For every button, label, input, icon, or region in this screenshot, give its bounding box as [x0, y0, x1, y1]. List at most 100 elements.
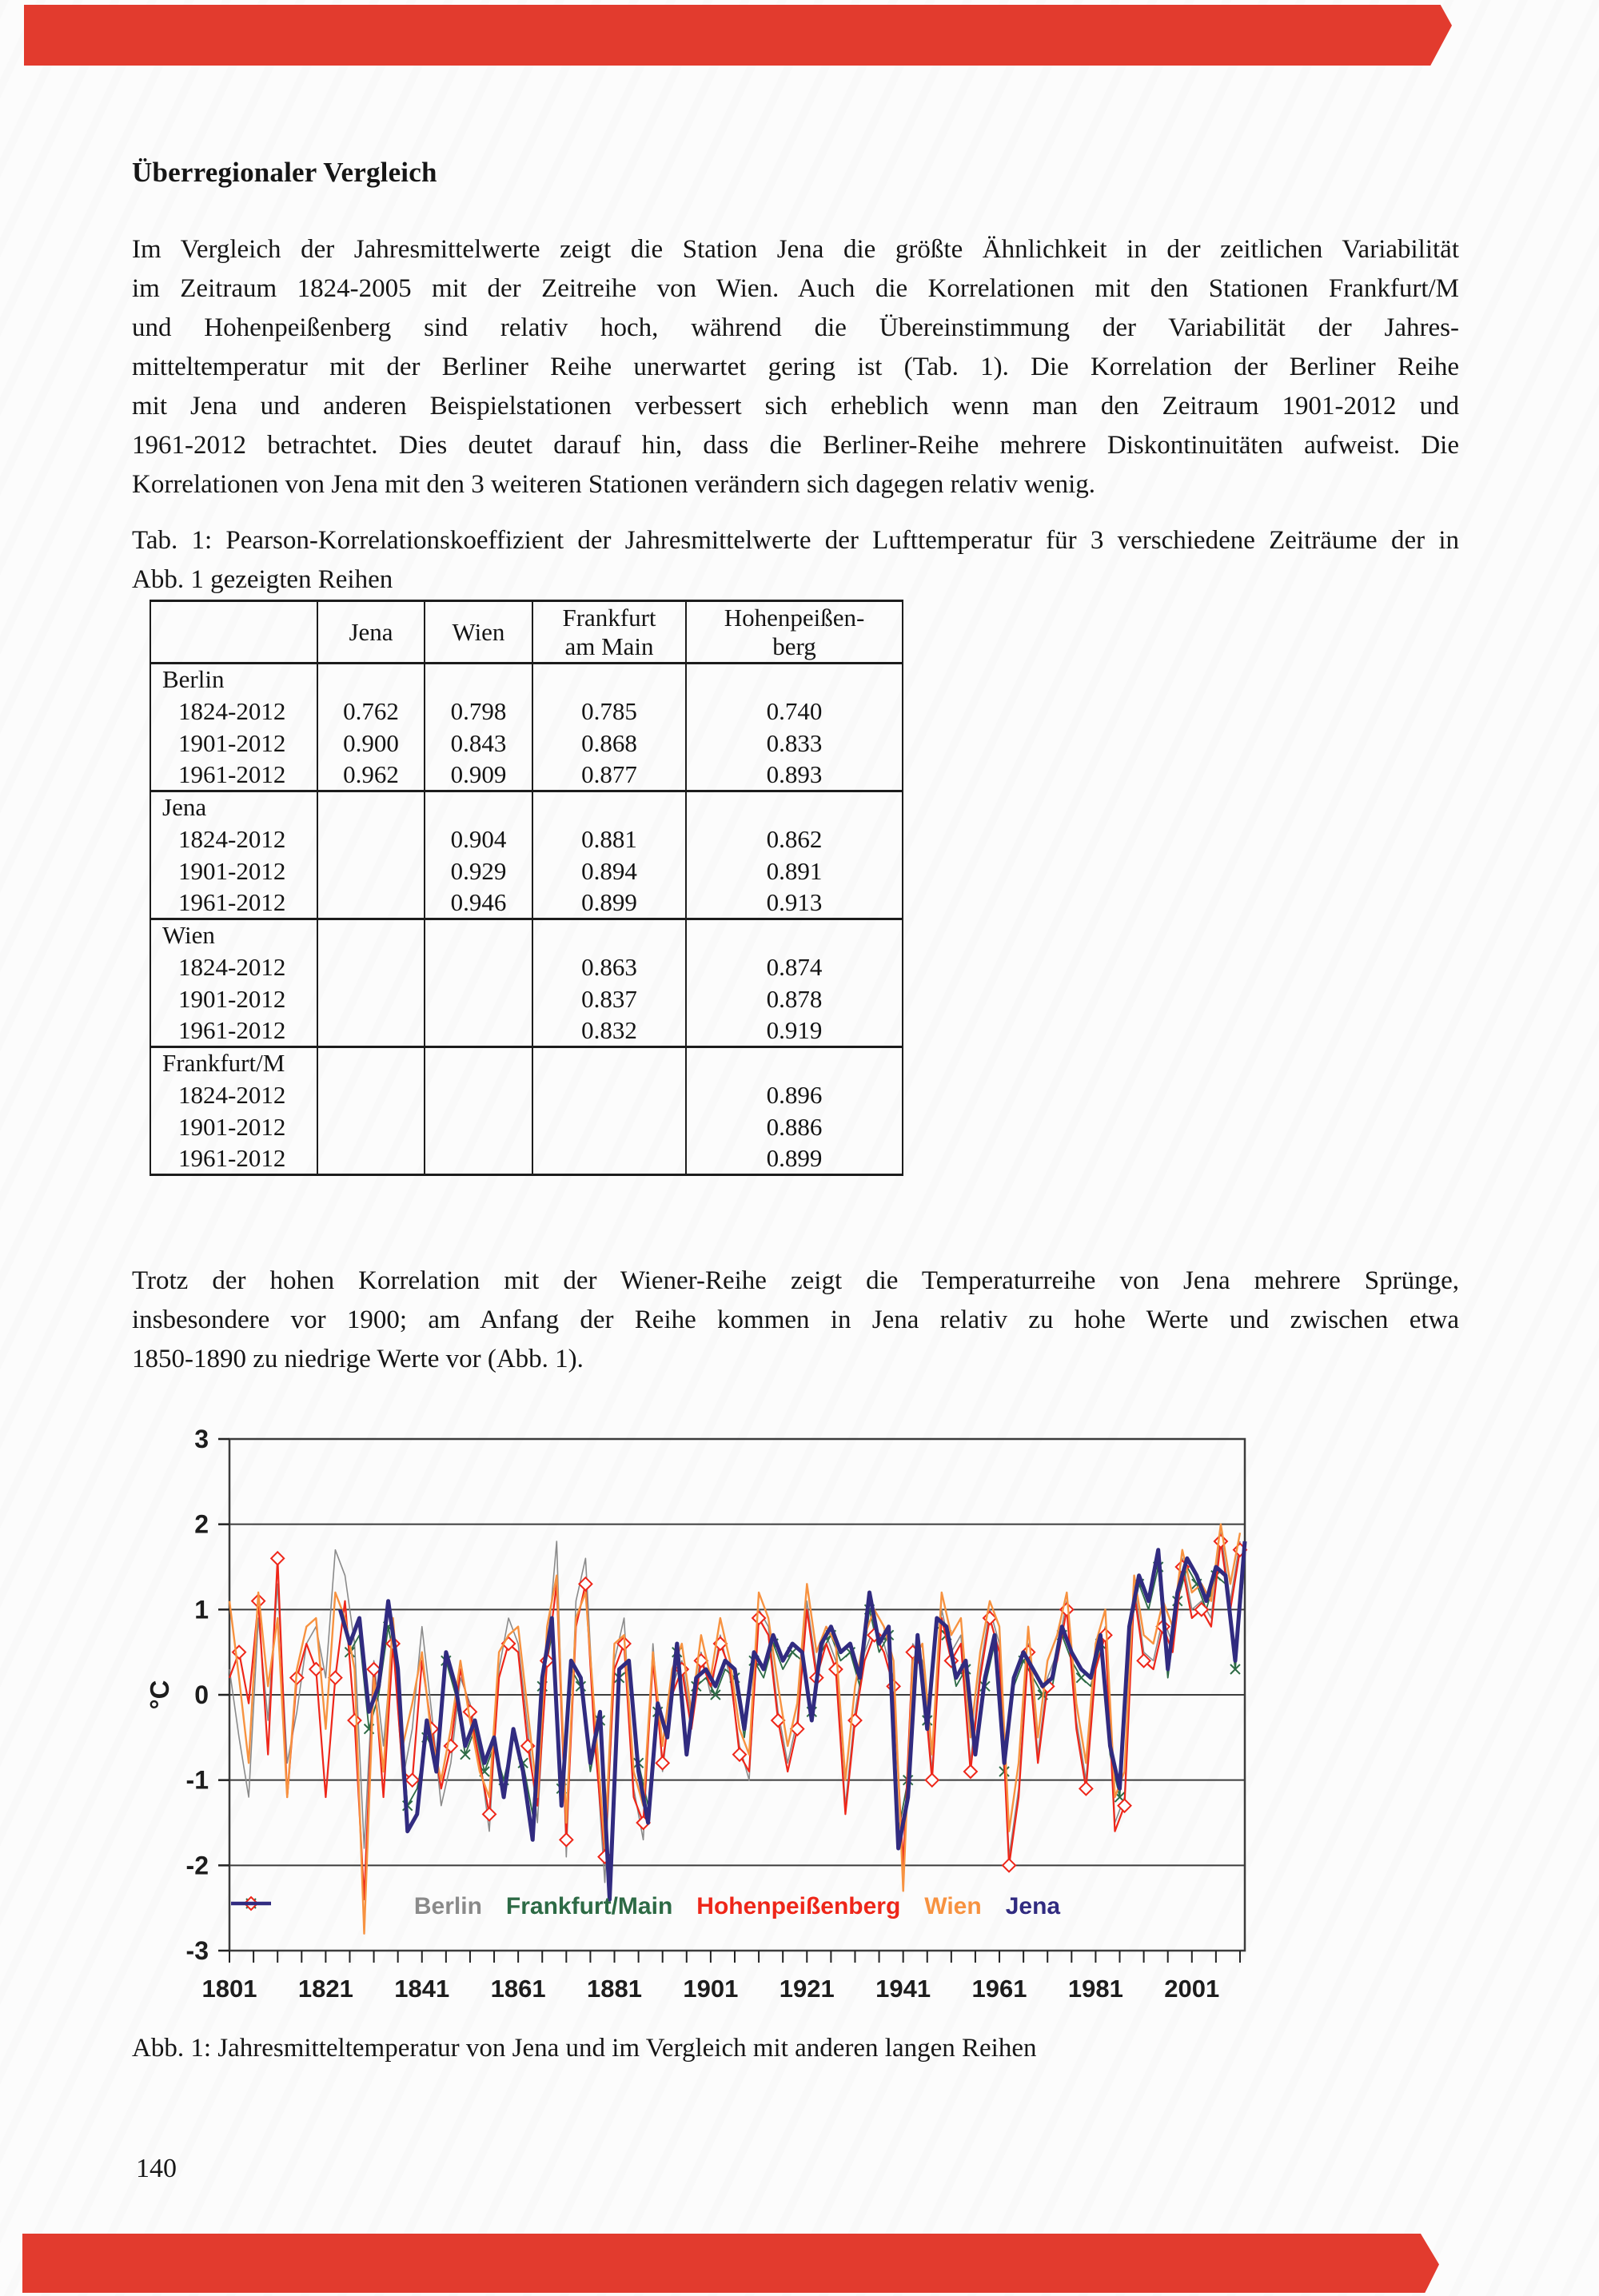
x-marker	[710, 1689, 721, 1700]
text-line: Trotz der hohen Korrelation mit der Wien…	[132, 1266, 1459, 1295]
value-cell: 0.798	[424, 695, 533, 727]
value-cell	[532, 1078, 687, 1111]
table-row: 1961-2012 0.832 0.919	[150, 1014, 903, 1047]
diamond-marker	[558, 1832, 574, 1848]
x-axis-label: 1801	[202, 1975, 257, 2003]
text-line: insbesondere vor 1900; am Anfang der Rei…	[132, 1305, 1459, 1334]
table-cell	[317, 662, 425, 696]
legend-item: Hohenpeißenberg	[231, 1893, 901, 1920]
table-cell	[532, 918, 687, 951]
y-axis-label: 2	[194, 1510, 209, 1539]
table-row: Berlin	[150, 662, 903, 696]
correlation-table: Jena Wien Frankfurt am Main Hohenpeißen-berg…	[150, 600, 903, 1176]
y-axis-label: -1	[186, 1766, 209, 1795]
value-cell	[317, 983, 425, 1015]
table-cell	[317, 790, 425, 823]
table-row: 1961-2012 0.962 0.909 0.877 0.893	[150, 759, 903, 791]
legend-item: Frankfurt/Main	[231, 1893, 672, 1920]
text-line: Abb. 1 gezeigten Reihen	[132, 565, 393, 594]
period-cell: 1901-2012	[150, 855, 318, 887]
x-axis-label: 1861	[491, 1975, 546, 2003]
value-cell	[424, 951, 533, 983]
table-row: 1824-2012 0.896	[150, 1078, 903, 1111]
value-cell	[424, 1078, 533, 1111]
value-cell: 0.843	[424, 727, 533, 759]
legend-marker-icon	[231, 1901, 271, 1906]
diamond-marker	[328, 1670, 343, 1686]
table-cell	[685, 918, 903, 951]
figure-1-chart: 3 2 1 0 -1 -2 -3 °C 1801 1821 1841 1861 1881 1901 1921…	[145, 1425, 1248, 2003]
value-cell: 0.891	[685, 855, 903, 887]
y-axis-label: -3	[186, 1936, 209, 1965]
period-cell: 1961-2012	[150, 759, 318, 791]
table-header-cell: Hohenpeißen-berg	[685, 600, 903, 664]
x-axis-label: 1821	[298, 1975, 353, 2003]
y-axis-label: 0	[194, 1680, 209, 1709]
table-row: 1824-2012 0.904 0.881 0.862	[150, 823, 903, 855]
text-line: Korrelationen von Jena mit den 3 weitere…	[132, 470, 1095, 499]
scan-edge-band-top	[24, 5, 1452, 66]
table-cell	[424, 790, 533, 823]
value-cell: 0.893	[685, 759, 903, 791]
table-cell	[424, 1046, 533, 1079]
diamond-marker	[655, 1755, 671, 1771]
table-header-cell: Jena	[317, 600, 425, 664]
value-cell: 0.785	[532, 695, 687, 727]
table-caption: Tab. 1: Pearson-Korrelationskoeffizient …	[132, 521, 1459, 600]
value-cell	[317, 1014, 425, 1047]
chart-legend: Berlin Frankfurt/Main Hohenpeißenberg Wien J…	[229, 1893, 1245, 1920]
value-cell: 0.832	[532, 1014, 687, 1047]
x-axis-label: 1841	[394, 1975, 449, 2003]
value-cell	[317, 887, 425, 919]
text-line: 1850-1890 zu niedrige Werte vor (Abb. 1)…	[132, 1345, 584, 1373]
x-axis-label: 1941	[875, 1975, 931, 2003]
section-heading: Überregionaler Vergleich	[132, 157, 437, 188]
period-cell: 1901-2012	[150, 1110, 318, 1143]
table-cell	[685, 790, 903, 823]
value-cell: 0.833	[685, 727, 903, 759]
diamond-marker	[847, 1712, 863, 1728]
diamond-marker	[405, 1772, 421, 1788]
station-cell: Berlin	[150, 662, 318, 696]
legend-item: Jena	[231, 1893, 1060, 1920]
value-cell: 0.899	[532, 887, 687, 919]
text-line: Im Vergleich der Jahresmittelwerte zeigt…	[132, 235, 1459, 264]
value-cell: 0.913	[685, 887, 903, 919]
table-header-row: Jena Wien Frankfurt am Main Hohenpeißen-berg	[150, 600, 903, 664]
value-cell: 0.909	[424, 759, 533, 791]
x-marker	[460, 1748, 471, 1760]
value-cell: 0.877	[532, 759, 687, 791]
diamond-marker	[1213, 1533, 1229, 1549]
diamond-marker	[1001, 1857, 1017, 1873]
station-cell: Frankfurt/M	[150, 1046, 318, 1079]
table-row: Jena	[150, 790, 903, 823]
paragraph-1: Im Vergleich der Jahresmittelwerte zeigt…	[132, 230, 1459, 504]
series-jena-line	[337, 1541, 1247, 1902]
legend-item: Berlin	[231, 1893, 482, 1920]
value-cell	[317, 1110, 425, 1143]
table-row: 1824-2012 0.863 0.874	[150, 951, 903, 983]
legend-label: Hohenpeißenberg	[696, 1893, 901, 1919]
table-header-cell: Frankfurt am Main	[532, 600, 687, 664]
value-cell: 0.899	[685, 1142, 903, 1176]
table-row: 1961-2012 0.899	[150, 1142, 903, 1176]
table-cell	[424, 918, 533, 951]
station-cell: Jena	[150, 790, 318, 823]
value-cell	[424, 1110, 533, 1143]
y-axis-label: 3	[194, 1425, 209, 1453]
table-cell	[424, 662, 533, 696]
x-axis-label: 1881	[587, 1975, 642, 2003]
table-row: 1901-2012 0.929 0.894 0.891	[150, 855, 903, 887]
table-cell	[685, 662, 903, 696]
text-line: Tab. 1: Pearson-Korrelationskoeffizient …	[132, 526, 1459, 555]
table-row: 1901-2012 0.900 0.843 0.868 0.833	[150, 727, 903, 759]
value-cell	[317, 855, 425, 887]
diamond-marker	[481, 1806, 497, 1822]
period-cell: 1824-2012	[150, 951, 318, 983]
figure-1: 3 2 1 0 -1 -2 -3 °C 1801 1821 1841 1861 1881 1901 1921…	[0, 1407, 1599, 2055]
figure-caption: Abb. 1: Jahresmitteltemperatur von Jena …	[132, 2034, 1037, 2063]
text-line: mitteltemperatur mit der Berliner Reihe …	[132, 353, 1459, 381]
y-axis-title: °C	[145, 1680, 174, 1709]
legend-label: Berlin	[413, 1893, 482, 1919]
